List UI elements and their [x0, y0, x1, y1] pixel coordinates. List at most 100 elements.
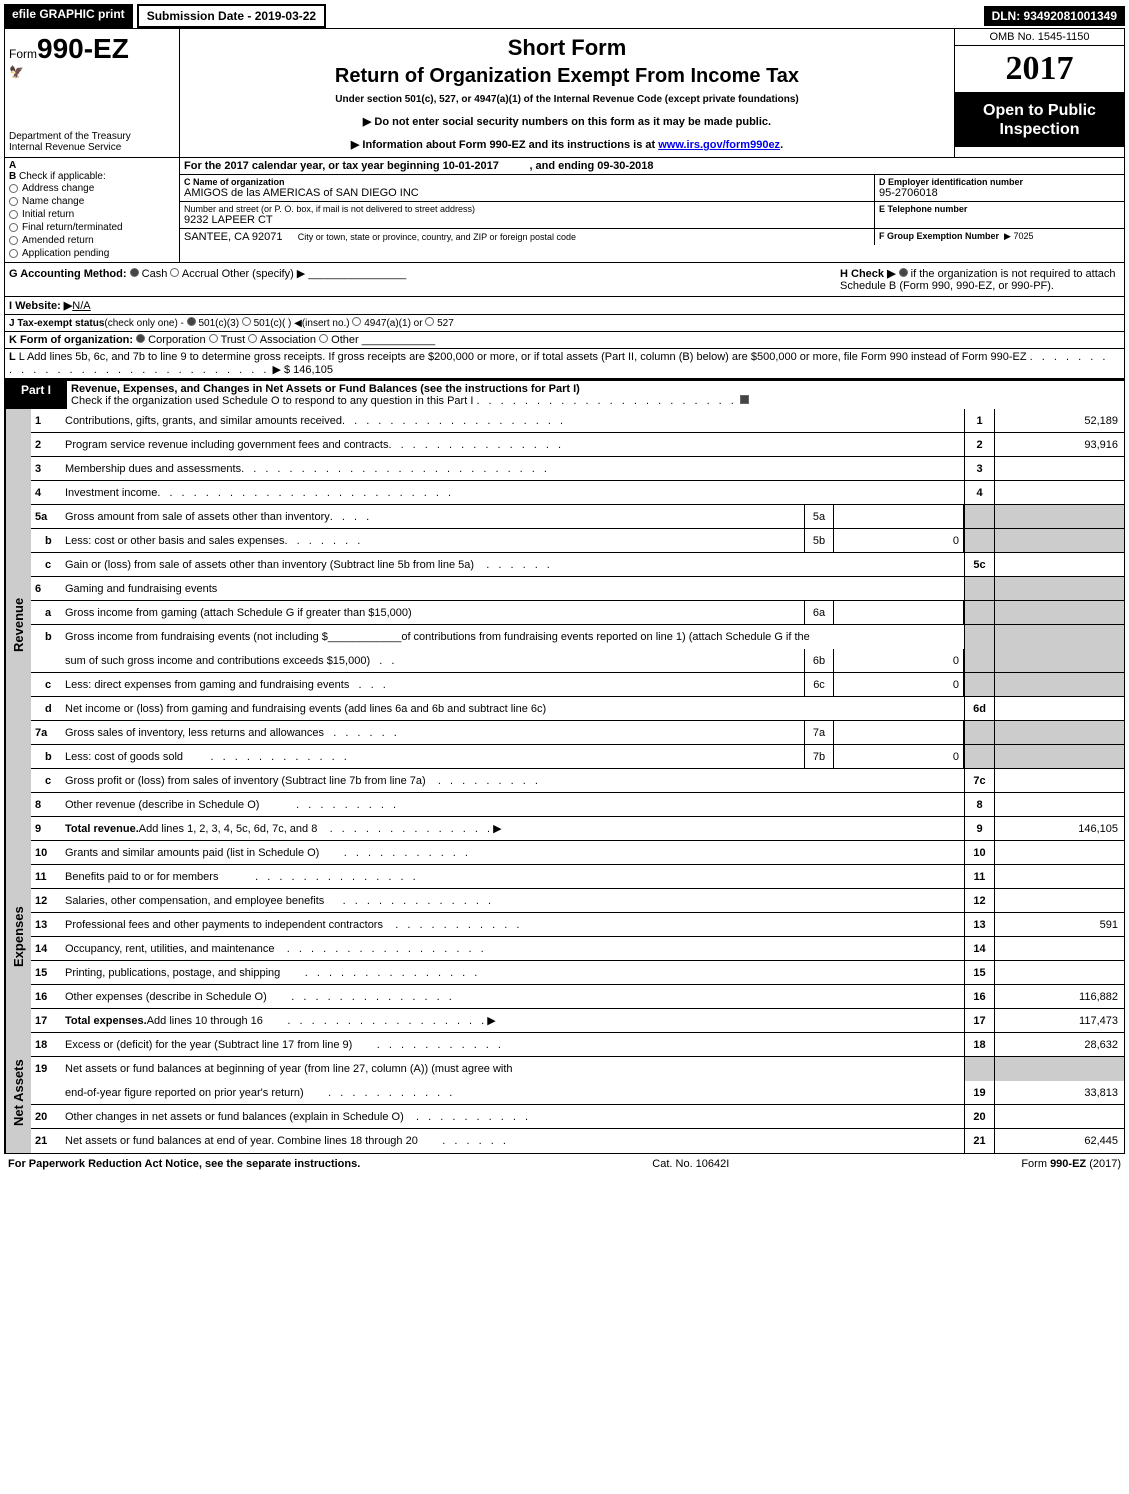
accrual-radio[interactable]	[170, 268, 179, 277]
line-4: 4Investment income . . . . . . . . . . .…	[31, 481, 1124, 505]
line-2-val: 93,916	[994, 433, 1124, 456]
street-value: 9232 LAPEER CT	[184, 214, 870, 226]
revenue-side-label: Revenue	[5, 409, 31, 841]
dept-treasury: Department of the Treasury	[9, 131, 175, 142]
tax-year: 2017	[955, 46, 1124, 93]
paperwork-notice: For Paperwork Reduction Act Notice, see …	[8, 1158, 360, 1170]
line-11: 11Benefits paid to or for members . . . …	[31, 865, 1124, 889]
line-1: 1 Contributions, gifts, grants, and simi…	[31, 409, 1124, 433]
line-16: 16Other expenses (describe in Schedule O…	[31, 985, 1124, 1009]
city-value: SANTEE, CA 92071	[184, 231, 282, 243]
line-12: 12Salaries, other compensation, and empl…	[31, 889, 1124, 913]
line-16-val: 116,882	[994, 985, 1124, 1008]
info-text: ▶ Information about Form 990-EZ and its …	[351, 139, 658, 151]
form-word: Form	[9, 47, 37, 61]
efile-label: efile GRAPHIC print	[4, 4, 133, 28]
phone-cell: E Telephone number	[874, 202, 1124, 229]
h-check[interactable]	[899, 268, 908, 277]
line-13: 13Professional fees and other payments t…	[31, 913, 1124, 937]
h-label: H Check ▶	[840, 268, 896, 280]
j-501c3[interactable]	[187, 317, 196, 326]
irs-link[interactable]: www.irs.gov/form990ez	[658, 139, 780, 151]
city-cell: SANTEE, CA 92071 City or town, state or …	[180, 229, 874, 245]
check-pending[interactable]: Application pending	[9, 247, 175, 260]
line-5a: 5aGross amount from sale of assets other…	[31, 505, 1124, 529]
street-cell: Number and street (or P. O. box, if mail…	[180, 202, 874, 229]
check-name[interactable]: Name change	[9, 195, 175, 208]
k-trust[interactable]	[209, 334, 218, 343]
line-5c: cGain or (loss) from sale of assets othe…	[31, 553, 1124, 577]
line-19-val: 33,813	[994, 1081, 1124, 1104]
part1-header: Part I Revenue, Expenses, and Changes in…	[4, 379, 1125, 409]
line-17-val: 117,473	[994, 1009, 1124, 1032]
line-18: 18Excess or (deficit) for the year (Subt…	[31, 1033, 1124, 1057]
check-address[interactable]: Address change	[9, 182, 175, 195]
under-section: Under section 501(c), 527, or 4947(a)(1)…	[186, 94, 948, 105]
line-8: 8Other revenue (describe in Schedule O) …	[31, 793, 1124, 817]
line-21: 21Net assets or fund balances at end of …	[31, 1129, 1124, 1153]
cash-radio[interactable]	[130, 268, 139, 277]
line-3: 3Membership dues and assessments . . . .…	[31, 457, 1124, 481]
j-row: J Tax-exempt status(check only one) - 50…	[4, 315, 1125, 332]
submission-date: Submission Date - 2019-03-22	[137, 4, 326, 28]
expenses-side-label: Expenses	[5, 841, 31, 1033]
line-6a: aGross income from gaming (attach Schedu…	[31, 601, 1124, 625]
line-19-1: 19Net assets or fund balances at beginni…	[31, 1057, 1124, 1081]
line-7a: 7aGross sales of inventory, less returns…	[31, 721, 1124, 745]
revenue-section: Revenue 1 Contributions, gifts, grants, …	[4, 409, 1125, 841]
line-7b: bLess: cost of goods sold . . . . . . . …	[31, 745, 1124, 769]
line-9-val: 146,105	[994, 817, 1124, 840]
line-6d: dNet income or (loss) from gaming and fu…	[31, 697, 1124, 721]
j-501c[interactable]	[242, 317, 251, 326]
line-5b: bLess: cost or other basis and sales exp…	[31, 529, 1124, 553]
check-final[interactable]: Final return/terminated	[9, 221, 175, 234]
line-18-val: 28,632	[994, 1033, 1124, 1056]
ssn-warning: ▶ Do not enter social security numbers o…	[186, 115, 948, 128]
line-17: 17Total expenses. Add lines 10 through 1…	[31, 1009, 1124, 1033]
dln: DLN: 93492081001349	[984, 6, 1125, 26]
part1-title-cell: Revenue, Expenses, and Changes in Net As…	[67, 380, 1124, 409]
k-assoc[interactable]	[248, 334, 257, 343]
form-header: Form990-EZ 🦅 Department of the Treasury …	[4, 28, 1125, 158]
line-15: 15Printing, publications, postage, and s…	[31, 961, 1124, 985]
l-row: L L Add lines 5b, 6c, and 7b to line 9 t…	[4, 349, 1125, 379]
form-num-text: 990-EZ	[37, 33, 129, 64]
short-form-title: Short Form	[186, 35, 948, 61]
schedule-o-check[interactable]	[740, 395, 749, 404]
j-4947[interactable]	[352, 317, 361, 326]
line-b-label: B Check if applicable:	[9, 171, 175, 182]
form-ref: Form 990-EZ (2017)	[1021, 1158, 1121, 1170]
line-1-val: 52,189	[994, 409, 1124, 432]
section-ab: A B Check if applicable: Address change …	[4, 158, 1125, 263]
website-row: I Website: ▶N/A	[4, 297, 1125, 315]
website-value: N/A	[72, 300, 90, 312]
info-link-line: ▶ Information about Form 990-EZ and its …	[186, 138, 948, 151]
line-7c: cGross profit or (loss) from sales of in…	[31, 769, 1124, 793]
eagle-icon: 🦅	[9, 65, 175, 79]
calendar-year: For the 2017 calendar year, or tax year …	[180, 158, 1124, 175]
dept-info: Department of the Treasury Internal Reve…	[9, 131, 175, 153]
k-corp[interactable]	[136, 334, 145, 343]
k-other[interactable]	[319, 334, 328, 343]
net-side-label: Net Assets	[5, 1033, 31, 1153]
org-name-cell: C Name of organization AMIGOS de las AME…	[180, 175, 874, 202]
org-name: AMIGOS de las AMERICAS of SAN DIEGO INC	[184, 187, 870, 199]
ein-value: 95-2706018	[879, 187, 1120, 199]
line-14: 14Occupancy, rent, utilities, and mainte…	[31, 937, 1124, 961]
omb-number: OMB No. 1545-1150	[955, 29, 1124, 46]
ein-cell: D Employer identification number 95-2706…	[874, 175, 1124, 202]
j-527[interactable]	[425, 317, 434, 326]
line-6b-2: sum of such gross income and contributio…	[31, 649, 1124, 673]
line-6c: cLess: direct expenses from gaming and f…	[31, 673, 1124, 697]
check-amended[interactable]: Amended return	[9, 234, 175, 247]
gh-row: G Accounting Method: Cash Accrual Other …	[4, 263, 1125, 297]
line-2: 2Program service revenue including gover…	[31, 433, 1124, 457]
line-21-val: 62,445	[994, 1129, 1124, 1153]
open-inspection: Open to Public Inspection	[955, 93, 1124, 147]
line-20: 20Other changes in net assets or fund ba…	[31, 1105, 1124, 1129]
top-bar: efile GRAPHIC print Submission Date - 20…	[4, 4, 1125, 28]
form-number: Form990-EZ	[9, 33, 175, 65]
line-a: A	[9, 160, 175, 171]
check-initial[interactable]: Initial return	[9, 208, 175, 221]
line-13-val: 591	[994, 913, 1124, 936]
